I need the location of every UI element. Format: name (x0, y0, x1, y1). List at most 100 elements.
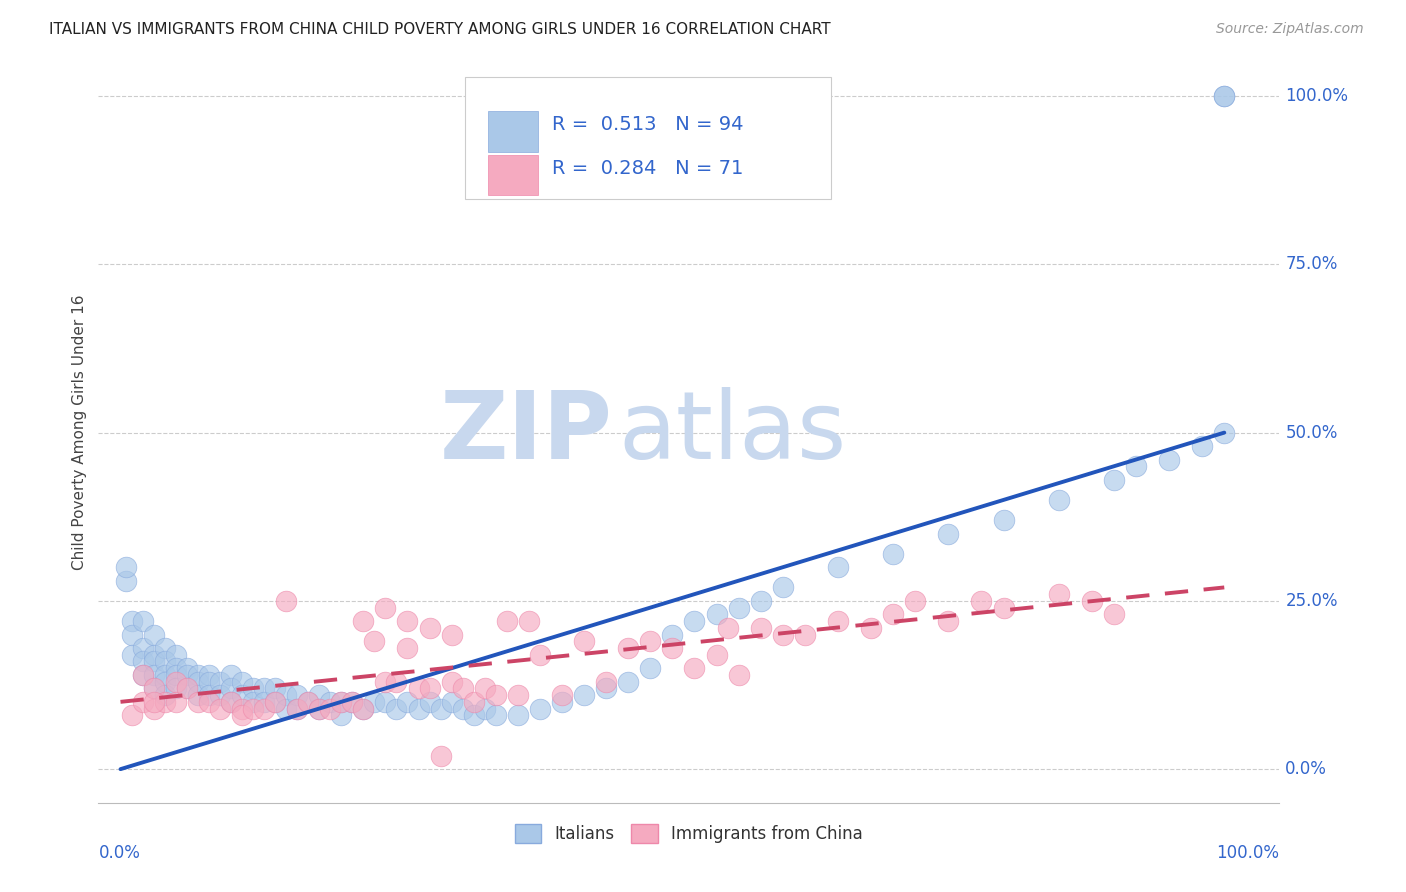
Point (860, 621, 883, 635)
Point (363, 634, 385, 648)
Point (506, 708, 529, 723)
Point (661, 640, 683, 655)
Point (208, 701, 231, 715)
Point (187, 688, 209, 702)
Point (506, 688, 529, 702)
Point (176, 661, 198, 675)
Point (242, 681, 264, 696)
Point (827, 560, 849, 574)
Point (993, 513, 1015, 527)
Point (882, 547, 904, 561)
Point (242, 695, 264, 709)
Point (572, 634, 595, 648)
Point (219, 695, 242, 709)
Point (474, 681, 496, 696)
Point (198, 674, 221, 689)
Text: 50.0%: 50.0% (1285, 424, 1337, 442)
Point (385, 701, 408, 715)
Point (308, 701, 330, 715)
Point (342, 695, 364, 709)
Point (319, 701, 342, 715)
Point (242, 701, 264, 715)
Point (142, 627, 165, 641)
Point (165, 661, 187, 675)
Point (419, 681, 441, 696)
Point (1191, 439, 1213, 453)
Point (396, 614, 419, 628)
Point (936, 526, 959, 541)
Point (153, 668, 176, 682)
Point (264, 695, 287, 709)
Point (363, 695, 385, 709)
Point (440, 674, 463, 689)
Point (463, 695, 485, 709)
Point (529, 701, 551, 715)
Point (274, 701, 297, 715)
Point (749, 594, 772, 608)
Point (772, 627, 794, 641)
Point (936, 614, 959, 628)
Point (231, 708, 253, 723)
Point (330, 695, 353, 709)
Point (142, 655, 165, 669)
FancyBboxPatch shape (488, 112, 537, 152)
Point (772, 581, 794, 595)
Point (352, 701, 374, 715)
Point (253, 695, 276, 709)
Point (165, 648, 187, 662)
FancyBboxPatch shape (464, 78, 831, 200)
Point (297, 695, 319, 709)
Point (297, 695, 319, 709)
Point (153, 674, 176, 689)
Point (451, 701, 474, 715)
Text: R =  0.284   N = 71: R = 0.284 N = 71 (553, 159, 744, 178)
Point (551, 695, 574, 709)
Point (285, 701, 308, 715)
Point (993, 600, 1015, 615)
Text: 0.0%: 0.0% (1285, 760, 1327, 778)
Point (121, 708, 143, 723)
Point (408, 681, 430, 696)
Point (342, 695, 364, 709)
Point (1213, 89, 1236, 103)
Point (352, 701, 374, 715)
Point (319, 695, 342, 709)
Point (1102, 473, 1125, 487)
Point (208, 674, 231, 689)
Point (970, 594, 993, 608)
Point (1213, 425, 1236, 440)
Point (131, 655, 153, 669)
Point (727, 668, 749, 682)
Point (142, 648, 165, 662)
Point (231, 688, 253, 702)
Point (253, 681, 276, 696)
Point (440, 627, 463, 641)
Point (385, 674, 408, 689)
Point (440, 695, 463, 709)
Point (231, 674, 253, 689)
Point (153, 640, 176, 655)
Point (827, 614, 849, 628)
Point (882, 607, 904, 622)
Point (165, 668, 187, 682)
Point (1213, 89, 1236, 103)
Point (142, 701, 165, 715)
Point (285, 688, 308, 702)
Point (264, 681, 287, 696)
Point (198, 668, 221, 682)
Point (429, 701, 451, 715)
Point (419, 695, 441, 709)
Text: 100.0%: 100.0% (1216, 844, 1279, 862)
Point (187, 674, 209, 689)
Point (165, 674, 187, 689)
Point (419, 621, 441, 635)
Text: 0.0%: 0.0% (98, 844, 141, 862)
Point (176, 681, 198, 696)
Point (330, 695, 353, 709)
Point (529, 648, 551, 662)
Point (749, 621, 772, 635)
Point (661, 627, 683, 641)
Text: atlas: atlas (619, 386, 846, 479)
Point (617, 640, 640, 655)
Point (374, 695, 396, 709)
